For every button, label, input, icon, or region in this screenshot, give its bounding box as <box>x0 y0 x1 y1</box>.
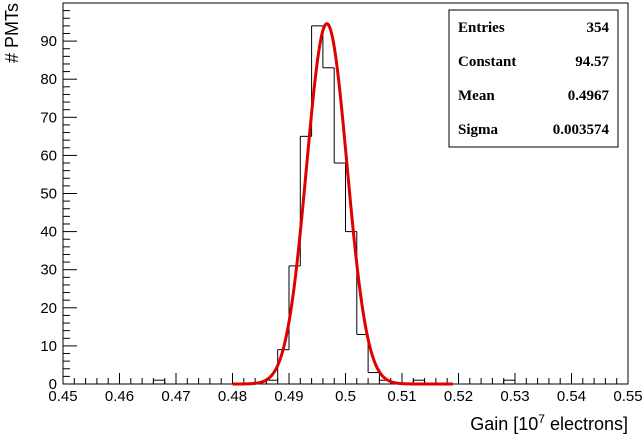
stats-label: Sigma <box>458 122 499 138</box>
x-tick-label: 0.47 <box>161 388 190 405</box>
x-tick-label: 0.5 <box>335 388 356 405</box>
stats-box-frame <box>448 9 619 148</box>
stats-label: Mean <box>458 88 495 104</box>
x-tick-label: 0.55 <box>613 388 642 405</box>
stats-value: 94.57 <box>575 54 609 70</box>
stats-label: Entries <box>458 20 505 36</box>
x-axis-title: Gain [107 electrons] <box>470 412 628 434</box>
y-tick-label: 80 <box>40 71 57 88</box>
y-tick-label: 30 <box>40 262 57 279</box>
gaussian-fit-curve <box>232 22 453 386</box>
x-tick-label: 0.54 <box>557 388 586 405</box>
x-tick-label: 0.45 <box>48 388 77 405</box>
stats-value: 0.4967 <box>568 88 610 104</box>
stats-value: 0.003574 <box>553 122 610 138</box>
y-tick-label: 20 <box>40 300 57 317</box>
x-tick-label: 0.48 <box>218 388 247 405</box>
y-tick-label: 70 <box>40 109 57 126</box>
y-tick-label: 60 <box>40 147 57 164</box>
x-tick-label: 0.52 <box>444 388 473 405</box>
y-tick-label: 10 <box>40 338 57 355</box>
y-tick-label: 40 <box>40 224 57 241</box>
y-tick-label: 90 <box>40 33 57 50</box>
axis-labels: 0.45 0.46 0.47 0.48 0.49 0.5 0.51 0.52 0.53 0.54 0… <box>2 3 643 434</box>
x-tick-label: 0.49 <box>274 388 303 405</box>
x-tick-label: 0.51 <box>387 388 416 405</box>
y-tick-label: 50 <box>40 186 57 203</box>
x-tick-label: 0.53 <box>500 388 529 405</box>
stats-label: Constant <box>458 54 516 70</box>
stats-value: 354 <box>587 20 610 36</box>
y-tick-label: 0 <box>49 376 57 393</box>
y-axis-title: # PMTs <box>2 3 22 63</box>
x-tick-label: 0.46 <box>105 388 134 405</box>
fit-curve-group <box>232 22 453 386</box>
stats-box: Entries 354 Constant 94.57 Mean 0.4967 Sigma 0.… <box>448 9 619 148</box>
